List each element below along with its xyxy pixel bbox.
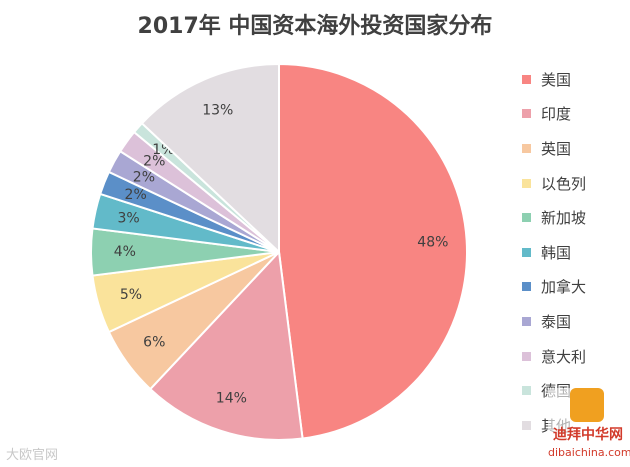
slice-label-2: 14% (216, 391, 247, 407)
legend-item-8: 泰国 (522, 304, 630, 339)
legend-label: 美国 (541, 70, 572, 89)
pie-slice-11 (140, 62, 280, 255)
legend-swatch-icon (522, 213, 531, 223)
watermark-logo-text: 迪拜中华网 (553, 427, 623, 443)
legend-swatch-icon (522, 351, 531, 361)
pie-slice-1 (278, 62, 469, 440)
chart-title: 2017年 中国资本海外投资国家分布 (137, 14, 493, 39)
legend-item-3: 英国 (522, 131, 630, 166)
slice-label-3: 6% (143, 335, 165, 351)
legend-label: 以色列 (541, 174, 587, 193)
legend-label: 加拿大 (541, 278, 587, 297)
legend: 美国印度英国以色列新加坡韩国加拿大泰国意大利德国其他 (522, 62, 630, 443)
slice-label-9: 2% (143, 153, 165, 169)
legend-swatch-icon (522, 109, 531, 119)
slice-label-4: 5% (120, 287, 142, 303)
legend-swatch-icon (522, 316, 531, 326)
watermark-left: 大欧官网 (6, 448, 59, 463)
watermark-right: 迪拜中华网 dibaichina.com (548, 388, 630, 466)
legend-label: 新加坡 (541, 209, 587, 228)
slice-label-11: 13% (202, 103, 233, 119)
pie-slice-2 (148, 249, 304, 441)
watermark-logo-icon (570, 388, 604, 422)
legend-swatch-icon (522, 282, 531, 292)
legend-swatch-icon (522, 178, 531, 188)
legend-swatch-icon (522, 386, 531, 396)
slice-label-1: 48% (417, 234, 448, 250)
legend-swatch-icon (522, 143, 531, 153)
legend-item-6: 韩国 (522, 235, 630, 270)
legend-item-5: 新加坡 (522, 200, 630, 235)
slice-label-5: 4% (114, 244, 136, 260)
legend-item-2: 印度 (522, 97, 630, 132)
legend-item-1: 美国 (522, 62, 630, 97)
slice-label-7: 2% (125, 187, 147, 203)
legend-item-9: 意大利 (522, 339, 630, 374)
legend-swatch-icon (522, 420, 531, 430)
legend-item-7: 加拿大 (522, 270, 630, 305)
legend-label: 印度 (541, 105, 572, 124)
legend-item-4: 以色列 (522, 166, 630, 201)
legend-swatch-icon (522, 247, 531, 257)
legend-label: 意大利 (541, 347, 587, 366)
legend-label: 韩国 (541, 243, 572, 262)
watermark-site: dibaichina.com (548, 446, 630, 459)
slice-label-8: 2% (133, 170, 155, 186)
legend-label: 英国 (541, 139, 572, 158)
legend-swatch-icon (522, 74, 531, 84)
slice-label-6: 3% (117, 210, 139, 226)
legend-label: 泰国 (541, 312, 572, 331)
